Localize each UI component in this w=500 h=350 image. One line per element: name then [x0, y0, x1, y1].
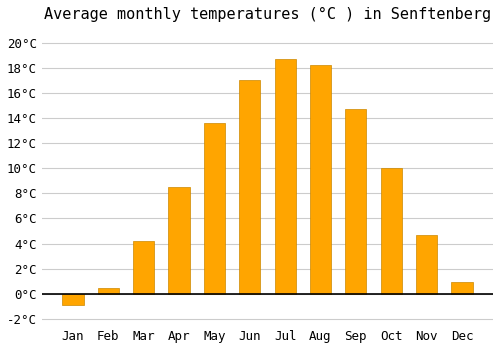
Bar — [98, 287, 119, 294]
Bar — [204, 123, 225, 294]
Bar — [62, 294, 84, 305]
Bar — [452, 282, 472, 294]
Bar — [168, 187, 190, 294]
Bar — [416, 235, 437, 294]
Bar — [239, 80, 260, 294]
Title: Average monthly temperatures (°C ) in Senftenberg: Average monthly temperatures (°C ) in Se… — [44, 7, 491, 22]
Bar — [345, 109, 366, 294]
Bar — [274, 59, 295, 294]
Bar — [133, 241, 154, 294]
Bar — [380, 168, 402, 294]
Bar — [310, 65, 331, 294]
